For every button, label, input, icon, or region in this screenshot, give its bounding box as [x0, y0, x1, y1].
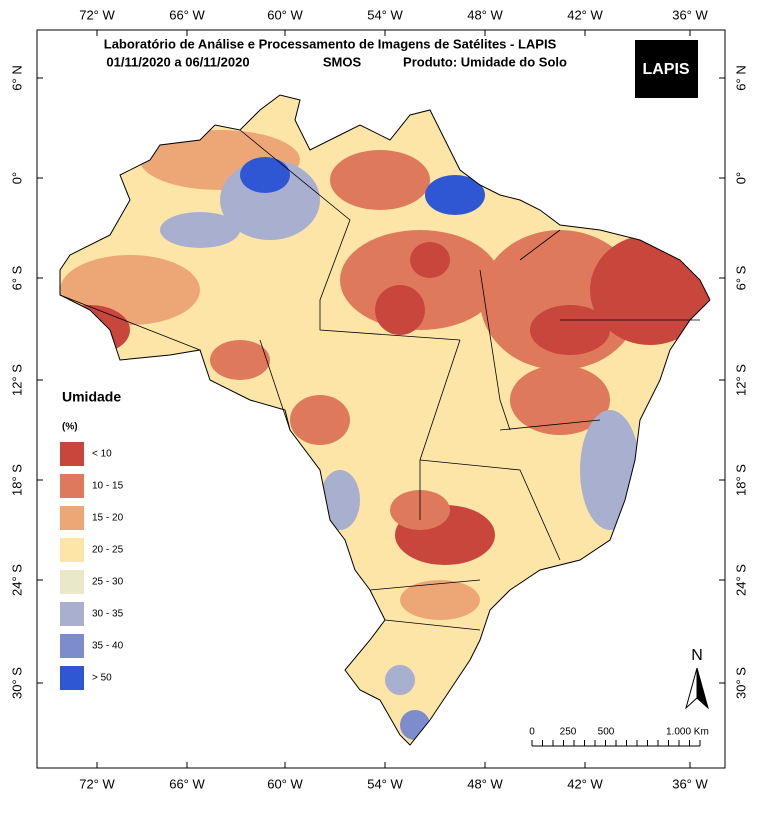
sensor: SMOS [323, 54, 362, 69]
latitude-label: 6° S [9, 265, 24, 290]
country-outline [59, 94, 711, 746]
longitude-label: 60° W [267, 7, 303, 22]
latitude-label: 30° S [733, 667, 748, 699]
longitude-label: 42° W [567, 7, 603, 22]
latitude-label: 18° S [733, 464, 748, 496]
latitude-label: 6° N [733, 65, 748, 90]
logo: LAPIS [642, 61, 689, 78]
legend-label: 15 - 20 [92, 513, 124, 524]
latitude-label: 12° S [733, 364, 748, 396]
legend-swatch [60, 570, 84, 594]
longitude-label: 66° W [169, 776, 205, 791]
legend-label: < 10 [92, 449, 112, 460]
legend-label: 35 - 40 [92, 641, 124, 652]
period: 01/11/2020 a 06/11/2020 [106, 54, 249, 69]
legend-label: 30 - 35 [92, 609, 124, 620]
north-arrow [696, 667, 709, 710]
legend-label: > 50 [92, 673, 112, 684]
product: Produto: Umidade do Solo [403, 54, 567, 69]
latitude-label: 12° S [9, 364, 24, 396]
scale-label: 1.000 Km [666, 727, 709, 738]
legend-swatch [60, 474, 84, 498]
latitude-label: 18° S [9, 464, 24, 496]
north-label: N [691, 647, 703, 664]
longitude-label: 48° W [467, 7, 503, 22]
latitude-label: 0° [9, 172, 24, 184]
longitude-label: 36° W [672, 7, 708, 22]
latitude-label: 6° N [9, 65, 24, 90]
longitude-label: 54° W [367, 776, 403, 791]
longitude-label: 66° W [169, 7, 205, 22]
legend-unit: (%) [62, 422, 78, 433]
longitude-label: 54° W [367, 7, 403, 22]
longitude-label: 36° W [672, 776, 708, 791]
latitude-label: 30° S [9, 667, 24, 699]
longitude-label: 42° W [567, 776, 603, 791]
scale-label: 0 [529, 727, 535, 738]
scale-label: 250 [560, 727, 577, 738]
latitude-label: 0° [733, 172, 748, 184]
legend-swatch [60, 506, 84, 530]
legend-swatch [60, 602, 84, 626]
latitude-label: 24° S [733, 564, 748, 596]
longitude-label: 72° W [79, 7, 115, 22]
logo-box [635, 40, 698, 98]
state-borders [59, 129, 700, 631]
legend-label: 25 - 30 [92, 577, 124, 588]
scale-label: 500 [598, 727, 615, 738]
latitude-label: 24° S [9, 564, 24, 596]
legend-label: 10 - 15 [92, 481, 124, 492]
longitude-label: 72° W [79, 776, 115, 791]
legend-title: Umidade [62, 389, 121, 405]
latitude-label: 6° S [733, 265, 748, 290]
longitude-label: 60° W [267, 776, 303, 791]
longitude-label: 48° W [467, 776, 503, 791]
title: Laboratório de Análise e Processamento d… [104, 36, 557, 51]
legend-swatch [60, 538, 84, 562]
legend-swatch [60, 666, 84, 690]
legend-swatch [60, 634, 84, 658]
legend-swatch [60, 442, 84, 466]
legend-label: 20 - 25 [92, 545, 124, 556]
